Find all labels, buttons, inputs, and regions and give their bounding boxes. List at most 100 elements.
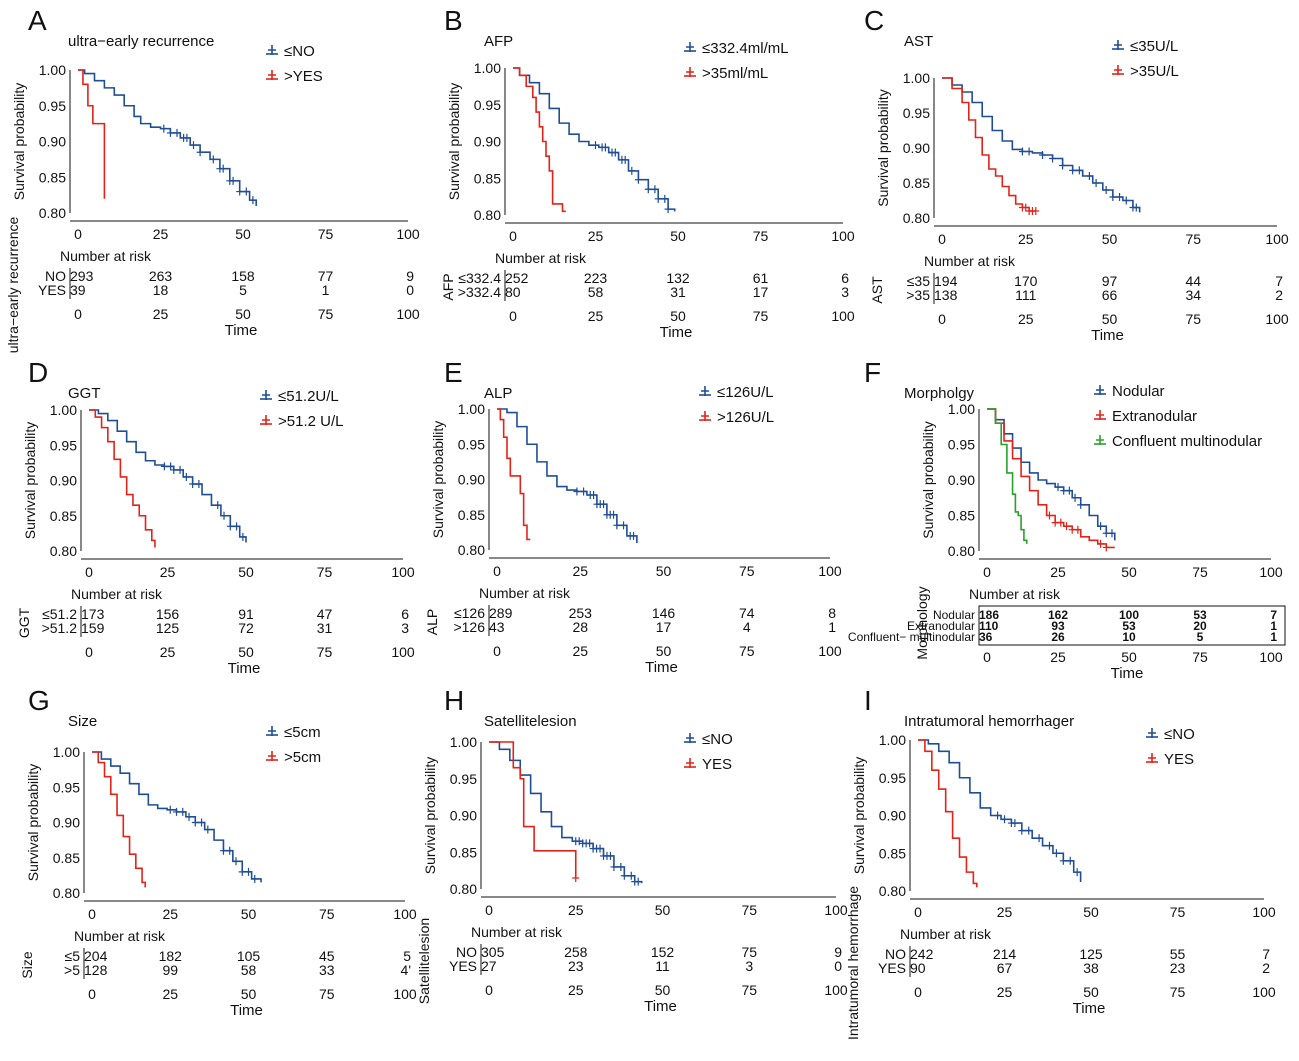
censor-mark <box>1071 493 1079 502</box>
x-axis-label: Time <box>228 660 261 677</box>
risk-table-title: Number at risk <box>71 586 163 602</box>
censor-mark <box>620 871 628 880</box>
risk-value: 252 <box>505 270 529 286</box>
risk-row-label: >332.4 <box>458 284 501 300</box>
x-axis-label: Time <box>225 322 258 339</box>
y-tick-label: 0.80 <box>474 207 501 223</box>
y-axis-label: Survival probability <box>11 83 27 201</box>
x-tick-label: 50 <box>670 228 686 244</box>
panel-i: I Intratumoral hemorrhager 1.00 0.95 0.90 0.8… <box>845 685 1276 1040</box>
x-tick-label: 0 <box>509 228 517 244</box>
censor-mark <box>249 196 257 205</box>
y-tick-label: 0.80 <box>39 205 66 221</box>
y-axis-label: Survival probability <box>875 89 891 207</box>
risk-value: 66 <box>1102 287 1118 303</box>
censor-mark <box>1073 868 1081 877</box>
panel-letter: F <box>864 357 881 388</box>
risk-value: 26 <box>1051 630 1065 644</box>
y-tick-label: 0.95 <box>450 771 477 787</box>
risk-value: 75 <box>741 944 757 960</box>
x-tick-label: 75 <box>318 226 334 242</box>
risk-x-tick-label: 0 <box>938 311 946 327</box>
strata-label: AFP <box>440 273 456 300</box>
y-tick-label: 0.80 <box>50 543 77 559</box>
censor-mark <box>1045 511 1053 520</box>
risk-value: 45 <box>319 948 335 964</box>
risk-value: 0 <box>406 282 414 298</box>
survival-curve <box>497 408 531 541</box>
censor-mark <box>1066 856 1074 865</box>
y-tick-label: 1.00 <box>53 744 80 760</box>
censor-mark <box>214 501 222 510</box>
y-tick-label: 1.00 <box>450 734 477 750</box>
y-tick-label: 0.80 <box>458 542 485 558</box>
risk-value: 162 <box>1048 608 1068 622</box>
risk-row-label: NO <box>456 944 477 960</box>
risk-x-tick-label: 25 <box>1050 649 1066 665</box>
risk-value: 305 <box>481 944 505 960</box>
risk-value: 53 <box>1193 608 1207 622</box>
x-tick-label: 75 <box>1185 231 1201 247</box>
censor-mark <box>198 818 206 827</box>
strata-label: Morphology <box>914 586 930 659</box>
panel-title: Size <box>68 713 97 730</box>
x-axis-label: Time <box>645 659 678 676</box>
censor-mark <box>1025 826 1033 835</box>
censor-mark <box>630 531 638 540</box>
censor-mark <box>1102 543 1110 552</box>
x-tick-label: 0 <box>485 902 493 918</box>
risk-x-tick-label: 0 <box>914 984 922 1000</box>
y-tick-label: 0.90 <box>458 472 485 488</box>
x-tick-label: 0 <box>938 231 946 247</box>
x-tick-label: 100 <box>396 226 420 242</box>
x-tick-label: 50 <box>235 226 251 242</box>
risk-value: 23 <box>568 958 584 974</box>
x-tick-label: 50 <box>1083 904 1099 920</box>
x-tick-label: 100 <box>1265 231 1289 247</box>
x-axis-label: Time <box>1111 665 1144 682</box>
legend-label: Confluent multinodular <box>1112 433 1262 450</box>
survival-curve <box>489 741 643 884</box>
risk-value: 58 <box>241 962 257 978</box>
risk-x-tick-label: 100 <box>1259 649 1283 665</box>
risk-value: 58 <box>588 284 604 300</box>
panel-letter: B <box>444 5 463 36</box>
censor-mark <box>572 873 580 882</box>
risk-value: 74 <box>739 605 755 621</box>
risk-value: 4 <box>743 619 751 635</box>
risk-value: 1 <box>1270 630 1277 644</box>
risk-value: 31 <box>317 620 333 636</box>
legend-label: ≤35U/L <box>1130 38 1178 55</box>
x-tick-label: 75 <box>741 902 757 918</box>
x-tick-label: 25 <box>160 564 176 580</box>
censor-mark <box>1102 186 1110 194</box>
risk-row-label: Extranodular <box>907 619 975 633</box>
censor-mark <box>196 148 204 157</box>
y-tick-label: 1.00 <box>39 62 66 78</box>
y-tick-label: 0.80 <box>53 885 80 901</box>
risk-value: 39 <box>70 282 86 298</box>
censor-mark <box>167 462 175 471</box>
censor-mark <box>204 825 212 834</box>
y-tick-label: 1.00 <box>879 732 906 748</box>
risk-row-label: NO <box>885 946 906 962</box>
risk-value: 61 <box>753 270 769 286</box>
risk-value: 77 <box>318 268 334 284</box>
censor-mark <box>195 480 203 489</box>
y-tick-label: 0.90 <box>948 472 975 488</box>
legend-label: YES <box>702 756 732 773</box>
censor-mark <box>1001 815 1008 824</box>
risk-x-tick-label: 75 <box>1192 649 1208 665</box>
y-axis-label: Survival probability <box>25 764 41 882</box>
censor-mark <box>580 487 588 496</box>
y-tick-label: 1.00 <box>948 401 975 417</box>
risk-row-label: >5 <box>64 962 80 978</box>
risk-value: 7 <box>1262 946 1270 962</box>
strata-label: Intratumoral hemorrhage <box>845 886 861 1040</box>
y-tick-label: 0.90 <box>879 808 906 824</box>
risk-value: 1 <box>322 282 330 298</box>
y-tick-label: 0.80 <box>879 883 906 899</box>
y-tick-label: 0.85 <box>879 845 906 861</box>
risk-value: 2 <box>1275 287 1283 303</box>
